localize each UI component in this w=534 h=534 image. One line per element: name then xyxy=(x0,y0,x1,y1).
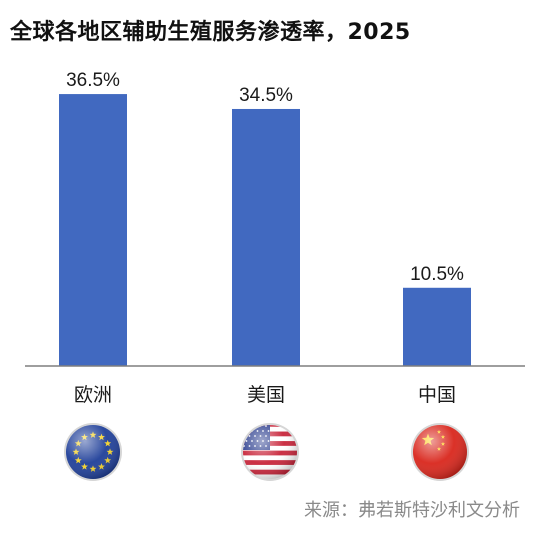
category-label-3: 中国 xyxy=(418,384,456,406)
data-label-2: 34.5% xyxy=(239,85,293,106)
data-label-1: 36.5% xyxy=(66,70,120,91)
chart-title: 全球各地区辅助生殖服务渗透率，2025 xyxy=(10,20,411,45)
eu-flag-icon xyxy=(64,423,122,481)
category-label-1: 欧洲 xyxy=(74,384,112,406)
source-note: 来源：弗若斯特沙利文分析 xyxy=(304,500,520,521)
category-label-2: 美国 xyxy=(247,384,285,406)
bar-1 xyxy=(59,94,127,366)
china-flag-icon xyxy=(411,423,469,481)
bar-2 xyxy=(232,108,300,366)
data-label-3: 10.5% xyxy=(410,264,464,285)
us-flag-icon xyxy=(241,423,299,481)
bar-3 xyxy=(403,287,471,366)
